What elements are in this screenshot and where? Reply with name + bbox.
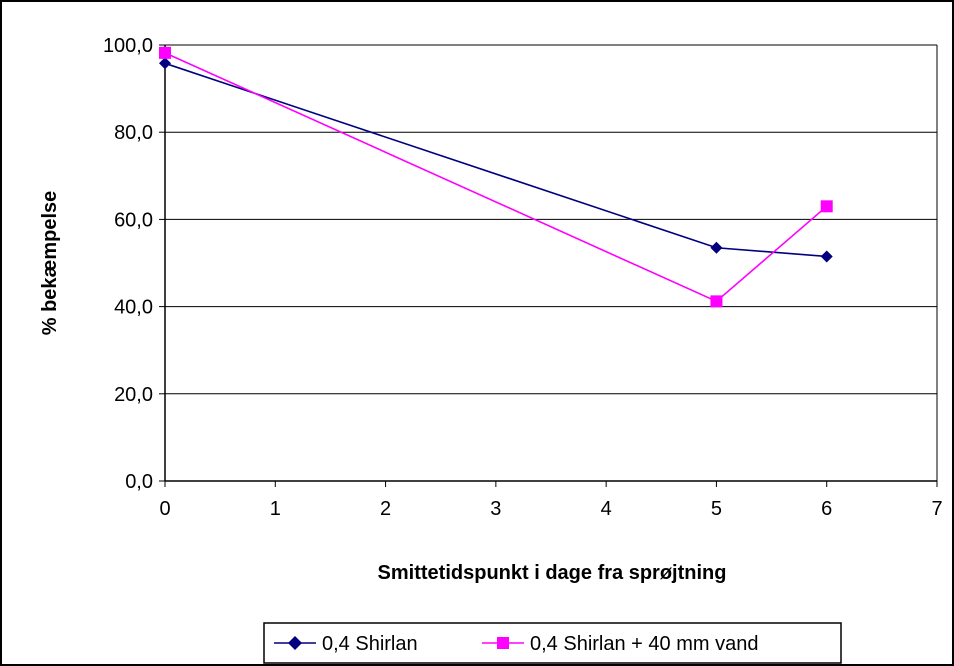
data-point-square bbox=[710, 295, 723, 308]
x-tick-labels: 0 1 2 3 4 5 6 7 bbox=[159, 498, 942, 520]
series-layer bbox=[159, 46, 833, 308]
data-point-diamond bbox=[820, 250, 833, 263]
data-point-diamond bbox=[159, 57, 171, 70]
data-point-diamond bbox=[710, 241, 723, 254]
x-tick-label: 1 bbox=[270, 498, 281, 520]
x-tick-label: 5 bbox=[711, 498, 722, 520]
y-tick-label: 40,0 bbox=[114, 297, 153, 319]
plot-area bbox=[165, 45, 937, 481]
axes bbox=[164, 44, 938, 487]
y-tick-label: 20,0 bbox=[114, 384, 153, 406]
y-tick-label: 60,0 bbox=[114, 209, 153, 231]
plot-background bbox=[165, 45, 937, 481]
legend: 0,4 Shirlan 0,4 Shirlan + 40 mm vand bbox=[263, 622, 842, 664]
x-axis-title: Smittetidspunkt i dage fra sprøjtning bbox=[378, 562, 727, 584]
x-tick-label: 3 bbox=[490, 498, 501, 520]
legend-marker-square bbox=[497, 637, 509, 649]
data-point-square bbox=[159, 46, 171, 59]
x-tick-label: 2 bbox=[380, 498, 391, 520]
y-axis-title: % bekæmpelse bbox=[39, 191, 61, 336]
y-tick-labels: 0,0 20,0 40,0 60,0 80,0 100,0 bbox=[103, 35, 153, 493]
x-tick-label: 0 bbox=[159, 498, 170, 520]
y-tick-label: 0,0 bbox=[125, 471, 153, 493]
x-tick-label: 6 bbox=[821, 498, 832, 520]
data-point-square bbox=[820, 200, 833, 213]
y-tick-label: 80,0 bbox=[114, 122, 153, 144]
legend-box bbox=[263, 622, 842, 664]
legend-label-series-2: 0,4 Shirlan + 40 mm vand bbox=[530, 633, 758, 655]
legend-label-series-1: 0,4 Shirlan bbox=[322, 633, 418, 655]
legend-marker-diamond bbox=[288, 636, 302, 650]
x-tick-label: 4 bbox=[601, 498, 612, 520]
x-tick-label: 7 bbox=[931, 498, 942, 520]
y-tick-label: 100,0 bbox=[103, 35, 153, 57]
